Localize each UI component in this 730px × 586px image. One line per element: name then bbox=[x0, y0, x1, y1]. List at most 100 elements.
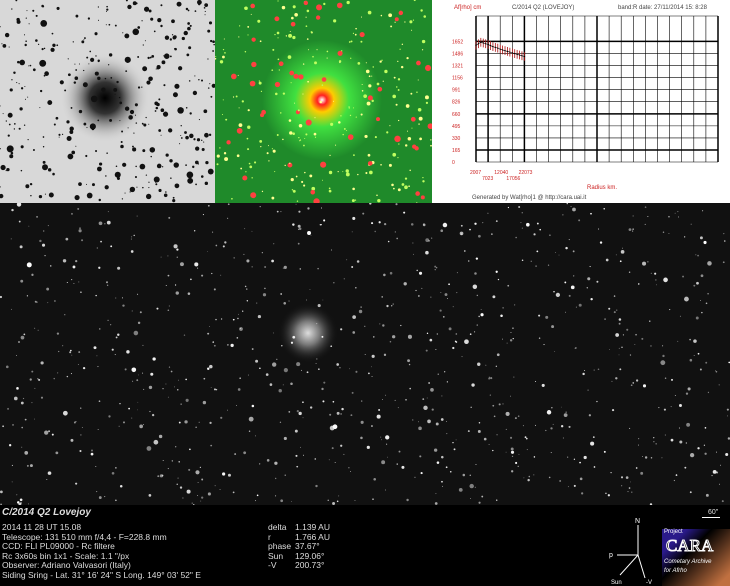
star bbox=[315, 362, 317, 364]
star bbox=[583, 455, 587, 460]
star bbox=[480, 313, 484, 317]
star bbox=[168, 128, 173, 133]
star bbox=[248, 162, 251, 165]
star bbox=[24, 98, 26, 100]
star bbox=[356, 260, 360, 263]
star bbox=[379, 323, 381, 325]
star bbox=[25, 184, 30, 189]
star bbox=[143, 388, 145, 390]
star bbox=[70, 438, 74, 442]
star bbox=[113, 87, 118, 92]
star bbox=[380, 436, 382, 438]
star bbox=[507, 284, 510, 287]
compass-v-label: -V bbox=[646, 580, 652, 586]
star bbox=[420, 195, 425, 200]
star bbox=[435, 422, 439, 426]
star bbox=[618, 318, 622, 321]
star bbox=[162, 460, 164, 462]
star bbox=[496, 353, 500, 357]
star bbox=[0, 503, 2, 505]
star bbox=[313, 132, 317, 136]
star bbox=[163, 193, 168, 198]
star bbox=[41, 243, 46, 247]
star bbox=[259, 139, 263, 143]
star bbox=[23, 34, 26, 36]
star bbox=[203, 377, 206, 380]
star bbox=[572, 207, 576, 212]
star bbox=[250, 192, 257, 199]
star bbox=[78, 109, 83, 114]
star bbox=[403, 282, 407, 286]
param-row: -V 200.73° bbox=[268, 561, 330, 571]
star bbox=[222, 55, 225, 59]
star bbox=[236, 404, 237, 406]
star bbox=[193, 230, 196, 232]
star bbox=[268, 160, 270, 162]
star bbox=[165, 191, 167, 193]
star bbox=[371, 222, 374, 225]
star bbox=[376, 82, 380, 86]
star bbox=[149, 56, 152, 59]
star bbox=[163, 55, 165, 57]
star bbox=[274, 461, 278, 465]
star bbox=[618, 354, 620, 356]
star bbox=[290, 82, 292, 84]
star bbox=[98, 496, 102, 499]
star bbox=[490, 376, 493, 380]
star bbox=[198, 119, 200, 121]
star bbox=[705, 361, 708, 364]
star bbox=[288, 410, 291, 413]
star bbox=[597, 368, 600, 371]
star bbox=[383, 222, 387, 226]
star bbox=[242, 310, 244, 312]
star bbox=[353, 154, 355, 156]
star bbox=[382, 399, 383, 400]
star bbox=[354, 33, 357, 36]
star bbox=[597, 228, 600, 230]
star bbox=[468, 260, 470, 262]
star bbox=[40, 20, 48, 27]
star bbox=[611, 408, 615, 412]
star bbox=[371, 376, 373, 378]
star bbox=[148, 385, 153, 390]
star bbox=[174, 83, 180, 89]
star bbox=[0, 105, 1, 107]
star bbox=[248, 430, 251, 432]
star bbox=[351, 199, 355, 202]
star bbox=[661, 457, 663, 459]
star bbox=[590, 212, 592, 215]
star bbox=[302, 63, 305, 65]
star bbox=[142, 344, 144, 346]
star bbox=[417, 107, 422, 112]
star bbox=[277, 37, 279, 39]
star bbox=[61, 133, 64, 135]
star bbox=[160, 4, 163, 7]
star bbox=[78, 351, 81, 353]
star bbox=[186, 53, 190, 57]
star bbox=[132, 145, 134, 148]
star bbox=[177, 388, 179, 391]
star bbox=[67, 73, 71, 77]
star bbox=[289, 131, 293, 135]
star bbox=[189, 24, 192, 28]
star bbox=[257, 19, 261, 23]
star bbox=[74, 76, 79, 81]
star bbox=[51, 32, 54, 35]
star bbox=[604, 318, 606, 320]
star bbox=[412, 242, 414, 244]
star bbox=[209, 326, 210, 327]
star bbox=[533, 474, 535, 476]
star bbox=[271, 196, 275, 200]
star bbox=[302, 93, 304, 95]
star bbox=[245, 171, 247, 173]
star bbox=[512, 337, 514, 340]
star bbox=[224, 241, 227, 244]
star bbox=[423, 15, 427, 18]
star bbox=[81, 427, 83, 428]
star bbox=[303, 0, 309, 6]
star bbox=[554, 351, 556, 352]
star bbox=[371, 99, 374, 103]
star bbox=[425, 250, 429, 255]
star bbox=[613, 295, 616, 297]
star bbox=[137, 86, 141, 89]
